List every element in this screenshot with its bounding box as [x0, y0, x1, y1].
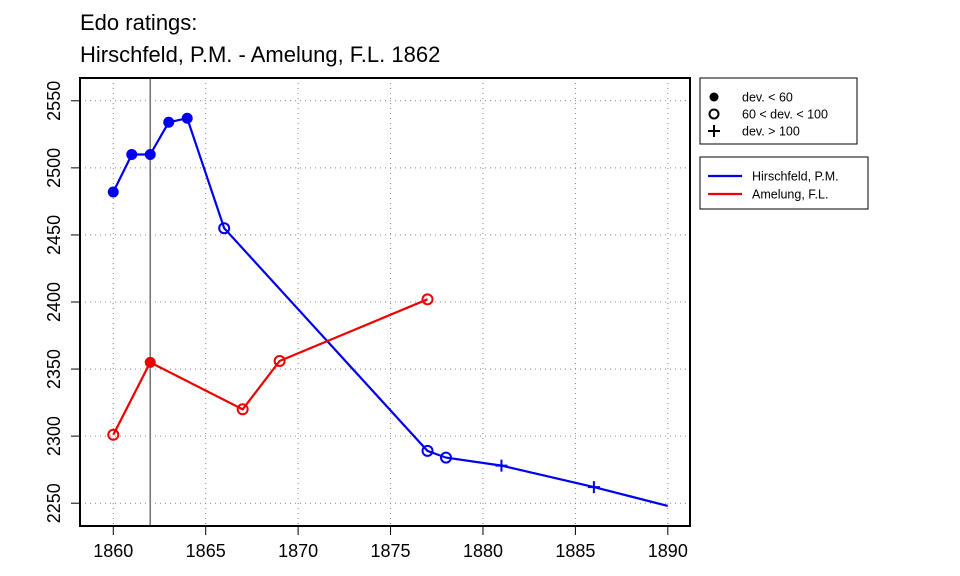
plus-icon [708, 125, 720, 137]
y-tick-label-2450: 2450 [44, 215, 64, 255]
series-0-point-1881 [495, 459, 508, 472]
chart-title-line-1: Edo ratings: [80, 10, 197, 35]
series-0-point-1862 [144, 148, 156, 160]
x-tick-label-1870: 1870 [278, 541, 318, 561]
series-0-point-1878-marker [440, 451, 452, 464]
series-0-point-1886-marker [587, 481, 600, 494]
series-legend-item-0: Hirschfeld, P.M. [708, 170, 839, 184]
series-0-point-1862-marker [144, 148, 156, 160]
series-1-point-1867 [236, 403, 249, 416]
marker-legend-item-2: dev. > 100 [708, 125, 800, 139]
series-0-point-1863-marker [163, 116, 175, 128]
marker-legend-label-2: dev. > 100 [742, 125, 800, 139]
marker-legend: dev. < 60 60 < dev. < 100 dev. > 100 [699, 77, 858, 145]
series-legend: Hirschfeld, P.M. Amelung, F.L. [699, 156, 869, 210]
y-axis: 2250 2300 2350 2400 2450 2500 2550 [44, 81, 81, 523]
series-0-point-1860-marker [107, 186, 119, 198]
series-0-point-1861-marker [126, 148, 138, 160]
y-tick-label-2550: 2550 [44, 81, 64, 121]
series-1-point-1869-marker [273, 355, 286, 368]
series-0-point-1866-marker [218, 222, 231, 235]
series-0-point-1863 [163, 116, 175, 128]
series-0-point-1878 [440, 451, 452, 464]
series-1-point-1867-marker [236, 403, 249, 416]
series-0-point-1861 [126, 148, 138, 160]
series-0-point-1866 [218, 222, 231, 235]
y-tick-label-2300: 2300 [44, 416, 64, 456]
series-1-line [112, 298, 428, 436]
series-1-point-1862 [144, 356, 156, 368]
marker-legend-label-1: 60 < dev. < 100 [742, 108, 828, 122]
x-tick-label-1890: 1890 [648, 541, 688, 561]
series-0-line [112, 116, 669, 507]
x-tick-label-1865: 1865 [186, 541, 226, 561]
y-tick-label-2250: 2250 [44, 483, 64, 523]
x-tick-label-1880: 1880 [463, 541, 503, 561]
series-1-point-1860 [107, 428, 120, 441]
y-tick-label-2350: 2350 [44, 349, 64, 389]
marker-legend-label-0: dev. < 60 [742, 91, 793, 105]
marker-legend-item-0: dev. < 60 [709, 91, 793, 105]
grid [80, 78, 690, 526]
series-0-point-1877-marker [421, 444, 434, 457]
x-tick-label-1860: 1860 [93, 541, 133, 561]
x-axis: 1860 1865 1870 1875 1880 1885 1890 [93, 525, 688, 561]
series-1-point-1877 [421, 293, 434, 306]
series-0-point-1864-marker [181, 112, 193, 124]
series-layer [107, 112, 669, 507]
series-0-point-1881-marker [495, 459, 508, 472]
y-tick-label-2400: 2400 [44, 282, 64, 322]
filled-circle-icon [709, 92, 719, 102]
series-0-point-1864 [181, 112, 193, 124]
series-0-point-1886 [587, 481, 600, 494]
y-tick-label-2500: 2500 [44, 148, 64, 188]
series-1-point-1869 [273, 355, 286, 368]
series-legend-label-1: Amelung, F.L. [752, 188, 828, 202]
open-circle-icon [708, 108, 720, 120]
marker-legend-item-1: 60 < dev. < 100 [708, 108, 828, 122]
x-tick-label-1875: 1875 [371, 541, 411, 561]
series-legend-box [699, 156, 869, 210]
x-tick-label-1885: 1885 [555, 541, 595, 561]
series-1-point-1877-marker [421, 293, 434, 306]
chart-title-line-2: Hirschfeld, P.M. - Amelung, F.L. 1862 [80, 42, 440, 67]
series-legend-item-1: Amelung, F.L. [708, 188, 828, 202]
series-1-point-1860-marker [107, 428, 120, 441]
series-0-point-1860 [107, 186, 119, 198]
marker-legend-box [699, 77, 858, 145]
series-1-point-1862-marker [144, 356, 156, 368]
series-0-point-1877 [421, 444, 434, 457]
series-legend-label-0: Hirschfeld, P.M. [752, 170, 839, 184]
